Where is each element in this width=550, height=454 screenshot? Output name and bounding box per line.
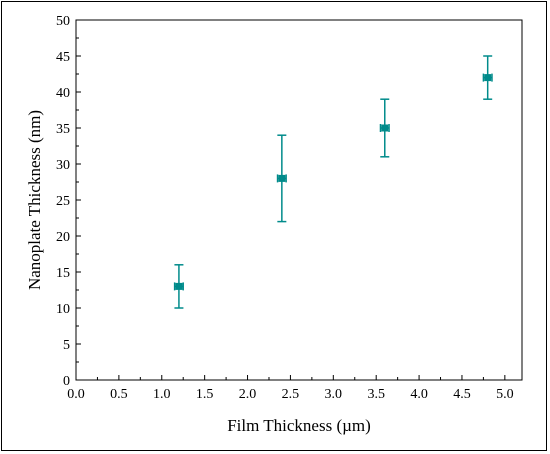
- data-point: [276, 134, 287, 223]
- y-tick-label: 15: [56, 266, 70, 281]
- x-tick-label: 2.0: [239, 387, 257, 402]
- y-tick-label: 10: [56, 302, 70, 317]
- plot-area: [75, 19, 523, 381]
- y-tick-label: 45: [56, 50, 70, 65]
- y-tick-label: 50: [56, 14, 70, 29]
- y-axis: 0 5 10 15 20 25 30 35 40 45 50: [56, 14, 81, 389]
- x-tick-label: 0.5: [110, 387, 128, 402]
- x-tick-label: 3.0: [325, 387, 343, 402]
- x-tick-label: 1.0: [153, 387, 171, 402]
- y-tick-label: 25: [56, 194, 70, 209]
- y-axis-title: Nanoplate Thickness (nm): [25, 110, 44, 290]
- x-tick-label: 4.5: [453, 387, 471, 402]
- y-tick-label: 5: [63, 338, 70, 353]
- x-axis: 0.0 0.5 1.0 1.5 2.0 2.5 3.0 3.5 4.0 4.5 5.0: [67, 375, 514, 402]
- x-tick-label: 1.5: [196, 387, 214, 402]
- x-tick-label: 5.0: [496, 387, 514, 402]
- data-point: [173, 264, 184, 309]
- y-tick-label: 40: [56, 86, 70, 101]
- data-points: [173, 55, 493, 309]
- y-tick-label: 20: [56, 230, 70, 245]
- data-point: [482, 55, 493, 100]
- x-tick-label: 0.0: [67, 387, 85, 402]
- data-point: [379, 98, 390, 158]
- x-tick-label: 4.0: [410, 387, 428, 402]
- y-tick-label: 0: [63, 374, 70, 389]
- y-tick-label: 30: [56, 158, 70, 173]
- y-tick-label: 35: [56, 122, 70, 137]
- x-tick-label: 2.5: [282, 387, 300, 402]
- x-tick-label: 3.5: [367, 387, 385, 402]
- x-axis-title: Film Thickness (µm): [227, 416, 371, 435]
